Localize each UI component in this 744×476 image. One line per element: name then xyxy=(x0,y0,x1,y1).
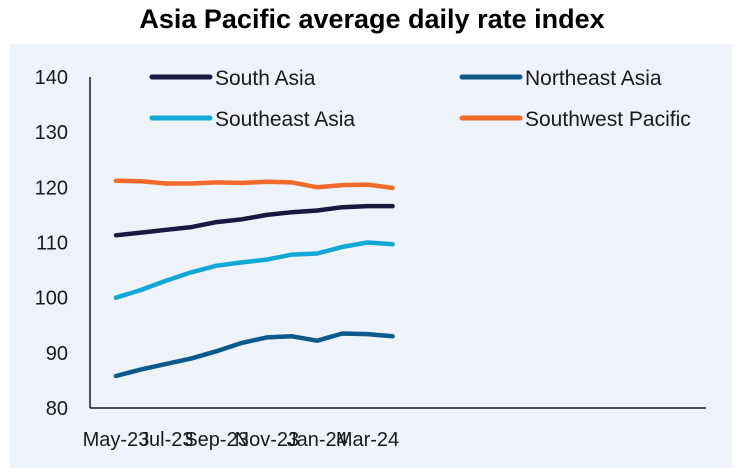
chart-area xyxy=(10,44,732,468)
x-tick-label: Jul-23 xyxy=(139,429,193,451)
y-tick-label: 110 xyxy=(36,233,68,255)
legend-label: Northeast Asia xyxy=(525,67,662,90)
x-tick-label: Mar-24 xyxy=(336,429,399,451)
y-tick-label: 140 xyxy=(35,67,68,89)
series-line xyxy=(113,240,395,300)
x-tick-label: Nov-23 xyxy=(235,429,299,451)
chart-title: Asia Pacific average daily rate index xyxy=(139,4,605,34)
x-tick-label: May-23 xyxy=(83,429,150,451)
x-tick-label: Sep-23 xyxy=(184,429,249,451)
legend-label: Southwest Pacific xyxy=(525,108,691,131)
legend-label: Southeast Asia xyxy=(215,108,355,131)
y-tick-label: 80 xyxy=(46,398,68,420)
legend-label: South Asia xyxy=(215,67,316,90)
y-tick-label: 130 xyxy=(35,122,68,144)
series-line xyxy=(113,331,395,379)
series-line xyxy=(113,178,395,191)
y-tick-label: 100 xyxy=(35,288,68,310)
x-tick-label: Jan-24 xyxy=(287,429,348,451)
series-line xyxy=(113,203,395,238)
y-tick-label: 90 xyxy=(46,343,68,365)
y-tick-label: 120 xyxy=(35,177,68,199)
